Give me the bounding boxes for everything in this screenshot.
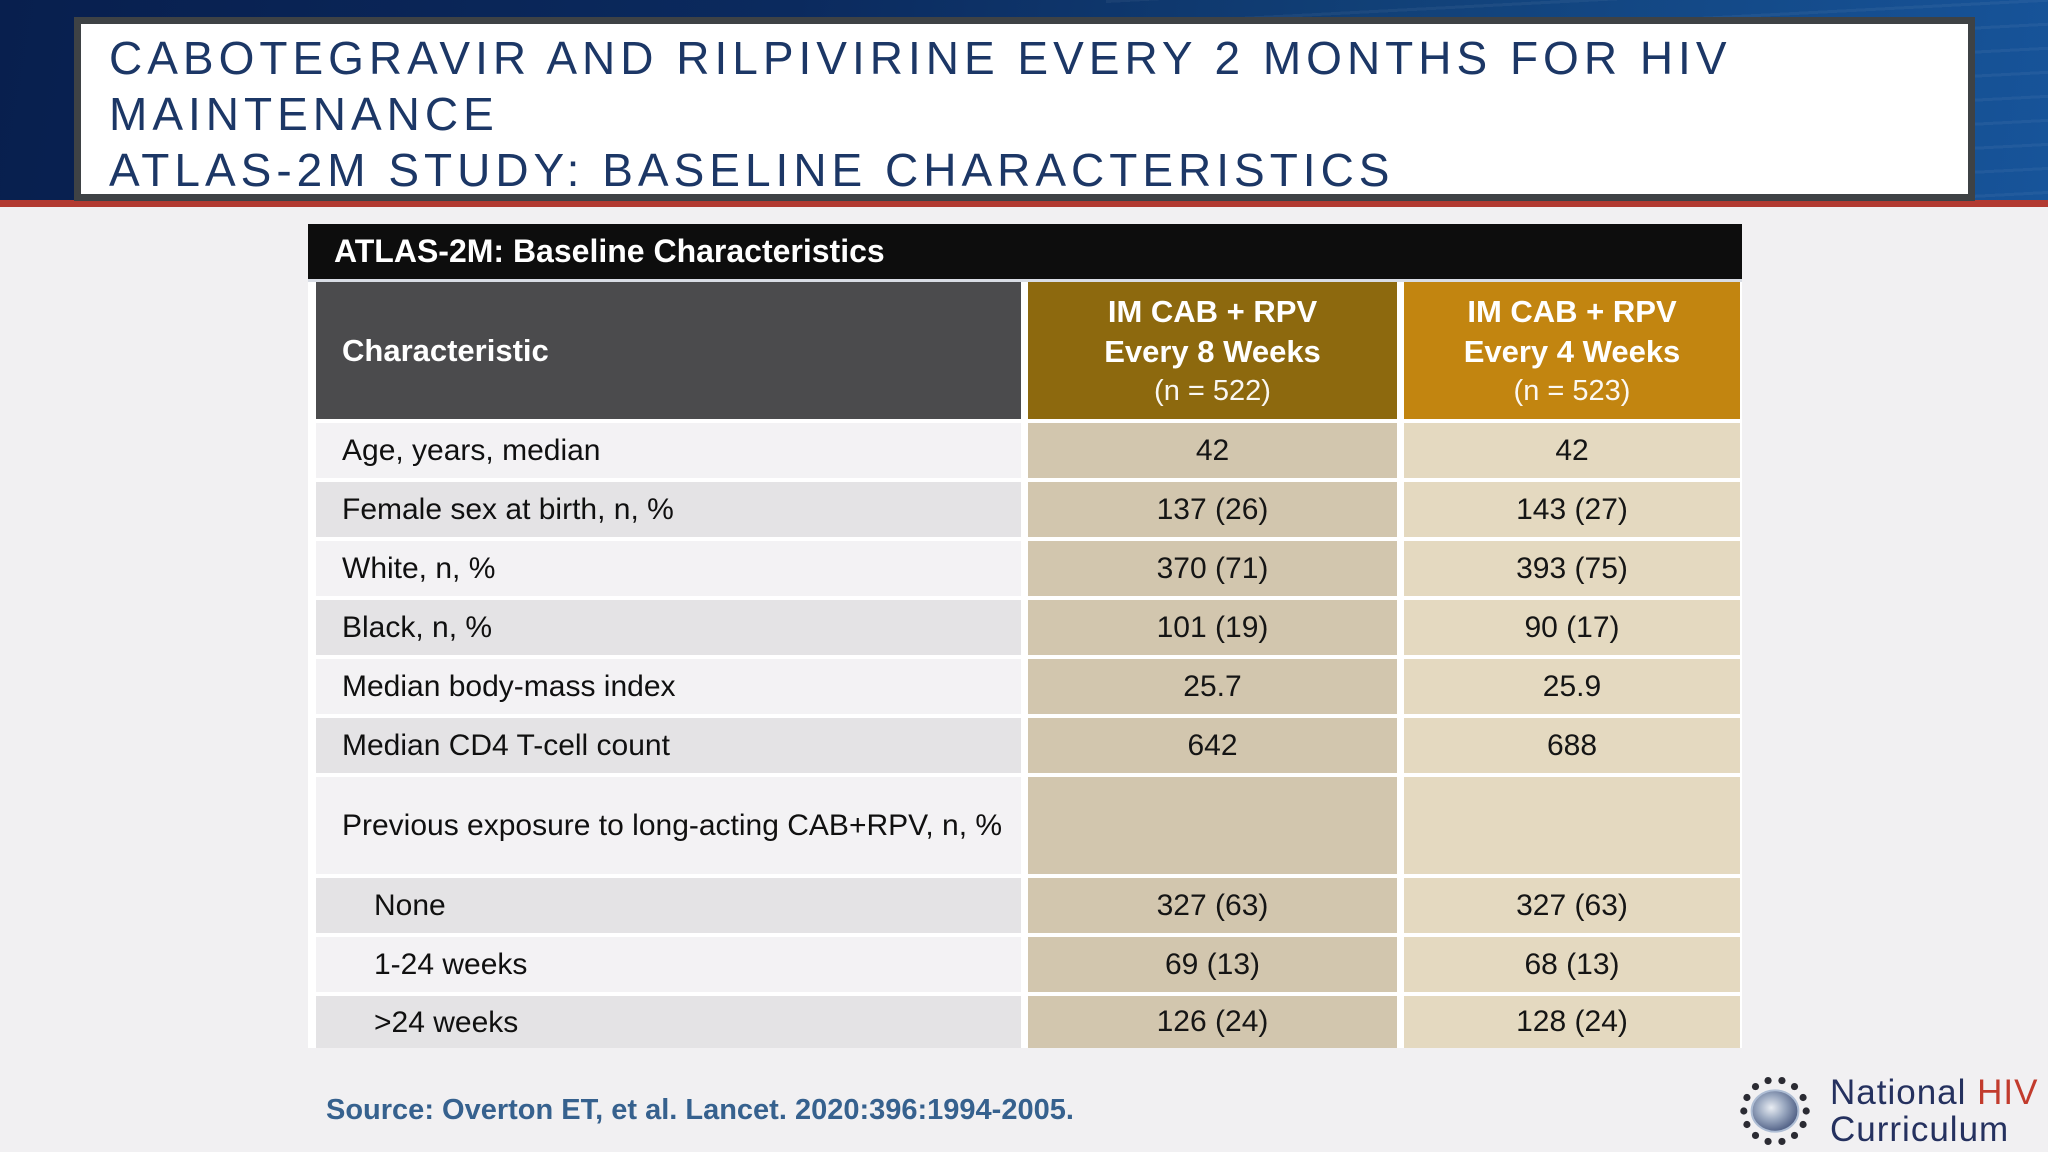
row-value-8wk: 370 (71) [1021,541,1397,596]
header-col-8-weeks-n: (n = 522) [1154,374,1271,407]
table-row-bmi: Median body-mass index 25.7 25.9 [308,655,1742,714]
row-value-8wk: 327 (63) [1021,878,1397,933]
row-value-4wk: 128 (24) [1397,996,1742,1048]
row-label: Previous exposure to long-acting CAB+RPV… [308,777,1021,874]
row-value-4wk: 42 [1397,423,1742,478]
row-value-8wk: 25.7 [1021,659,1397,714]
row-value-4wk: 143 (27) [1397,482,1742,537]
header-col-8-weeks-title: IM CAB + RPV Every 8 Weeks [1104,293,1321,369]
table-body: Age, years, median 42 42 Female sex at b… [308,419,1742,1048]
row-value-4wk: 393 (75) [1397,541,1742,596]
baseline-characteristics-table: ATLAS-2M: Baseline Characteristics Chara… [308,224,1742,1048]
logo-text: National HIV Curriculum [1830,1074,2039,1148]
logo-line-1: National HIV [1830,1074,2039,1111]
row-value-8wk: 69 (13) [1021,937,1397,992]
row-label: Age, years, median [308,423,1021,478]
row-value-4wk [1397,777,1742,874]
table-caption: ATLAS-2M: Baseline Characteristics [308,224,1742,282]
header-col-4-weeks: IM CAB + RPV Every 4 Weeks (n = 523) [1397,282,1742,419]
row-value-4wk: 327 (63) [1397,878,1742,933]
header-col-4-weeks-title: IM CAB + RPV Every 4 Weeks [1463,293,1681,369]
table-row-cd4: Median CD4 T-cell count 642 688 [308,714,1742,773]
slide-title-line-1: CABOTEGRAVIR AND RILPIVIRINE EVERY 2 MON… [109,32,1732,84]
row-value-4wk: 25.9 [1397,659,1742,714]
table-row-gt-24-weeks: >24 weeks 126 (24) 128 (24) [308,992,1742,1048]
row-value-4wk: 68 (13) [1397,937,1742,992]
table-header-row: Characteristic IM CAB + RPV Every 8 Week… [308,282,1742,419]
table-row-female-sex: Female sex at birth, n, % 137 (26) 143 (… [308,478,1742,537]
national-hiv-curriculum-logo: National HIV Curriculum [1732,1072,2039,1150]
row-value-8wk: 126 (24) [1021,996,1397,1048]
table-row-age: Age, years, median 42 42 [308,419,1742,478]
slide-title-line-2: MAINTENANCE [109,88,499,140]
row-label: Median CD4 T-cell count [308,718,1021,773]
table-row-none: None 327 (63) 327 (63) [308,874,1742,933]
row-value-8wk: 101 (19) [1021,600,1397,655]
table-row-white: White, n, % 370 (71) 393 (75) [308,537,1742,596]
logo-word-national: National [1830,1073,1978,1112]
row-value-8wk: 42 [1021,423,1397,478]
row-value-8wk: 137 (26) [1021,482,1397,537]
logo-word-hiv: HIV [1977,1073,2039,1112]
virus-icon [1740,1076,1810,1146]
row-label: Black, n, % [308,600,1021,655]
row-label: 1-24 weeks [308,937,1021,992]
row-value-8wk: 642 [1021,718,1397,773]
table-row-1-24-weeks: 1-24 weeks 69 (13) 68 (13) [308,933,1742,992]
source-citation: Source: Overton ET, et al. Lancet. 2020:… [326,1094,1074,1126]
header-characteristic: Characteristic [308,282,1021,419]
header-col-8-weeks: IM CAB + RPV Every 8 Weeks (n = 522) [1021,282,1397,419]
logo-line-2: Curriculum [1830,1110,2010,1149]
slide-title-line-3: ATLAS-2M STUDY: BASELINE CHARACTERISTICS [109,144,1395,196]
row-value-8wk [1021,777,1397,874]
row-label: Median body-mass index [308,659,1021,714]
row-label: None [308,878,1021,933]
table-row-black: Black, n, % 101 (19) 90 (17) [308,596,1742,655]
header-col-4-weeks-n: (n = 523) [1513,374,1631,407]
table-row-previous-exposure: Previous exposure to long-acting CAB+RPV… [308,773,1742,874]
row-label: >24 weeks [308,996,1021,1048]
slide-title-box: CABOTEGRAVIR AND RILPIVIRINE EVERY 2 MON… [74,17,1975,201]
row-label: White, n, % [308,541,1021,596]
row-value-4wk: 90 (17) [1397,600,1742,655]
row-label: Female sex at birth, n, % [308,482,1021,537]
row-value-4wk: 688 [1397,718,1742,773]
